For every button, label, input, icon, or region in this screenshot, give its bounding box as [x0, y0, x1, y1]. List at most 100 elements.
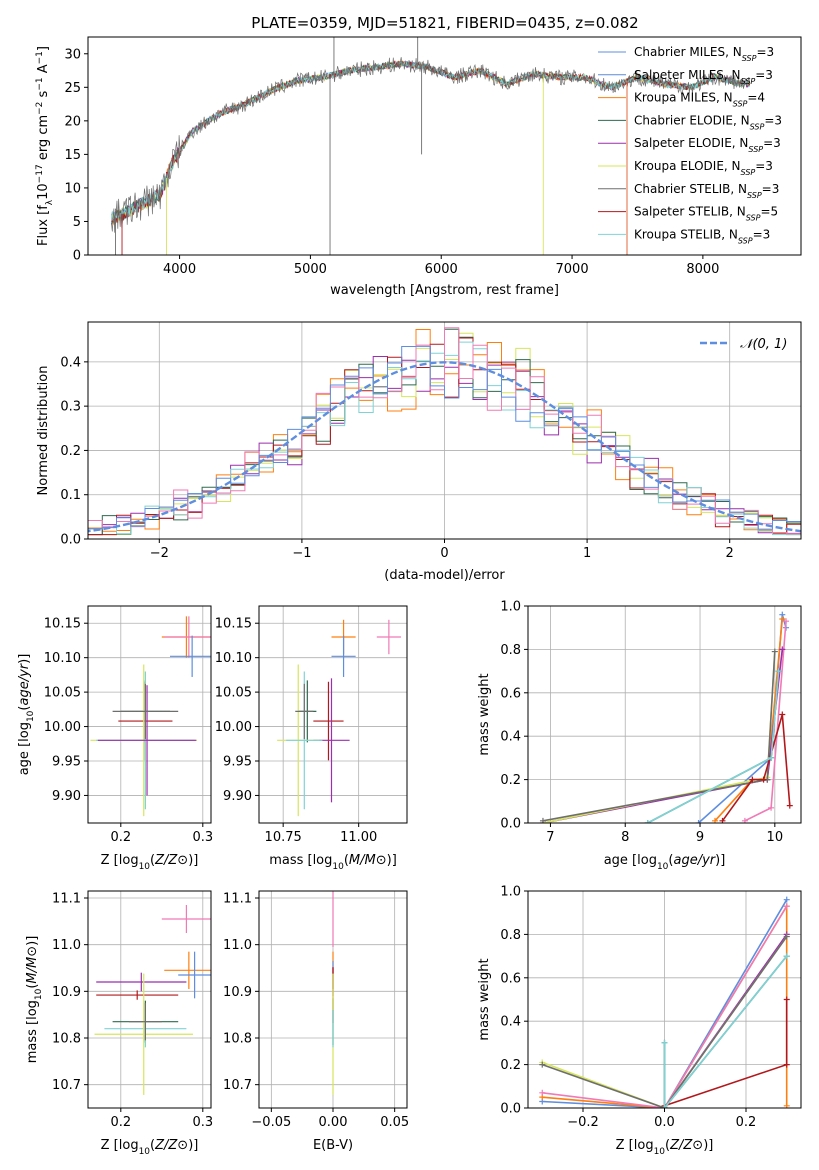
weight-marker — [775, 668, 782, 675]
weight-series — [542, 899, 788, 1108]
y-tick-label: 10.10 — [44, 651, 81, 666]
weight-marker — [749, 776, 756, 783]
y-tick-label: 9.90 — [52, 789, 81, 804]
spectrum-series-kroupa_stelib — [111, 60, 751, 221]
weight-marker — [644, 820, 651, 823]
histogram-chabrier_miles — [88, 345, 801, 536]
x-tick-label: 8 — [621, 830, 629, 845]
panel-weight_vs_age: 7 8 9 10 0.0 0.2 0.4 0.6 0.8 1.0 age [log10(age/yr… — [477, 600, 802, 872]
weight-marker — [783, 1061, 790, 1068]
plot-area-weight_vs_Z — [539, 896, 790, 1108]
error-point — [96, 990, 179, 1000]
y-tick-label: 1.0 — [500, 600, 521, 615]
error-point — [295, 683, 314, 739]
error-point — [331, 635, 356, 677]
legend-entry: Kroupa STELIB, NSSP=3 — [634, 227, 770, 245]
panel-age_vs_Z: 0.2 0.3 9.90 9.95 10.00 10.05 10.10 10.15 Z [log… — [17, 605, 213, 872]
x-tick-label: 0.3 — [192, 830, 213, 845]
y-axis-label: mass weight — [477, 958, 492, 1040]
y-axis-label: Normed distribution — [36, 366, 51, 496]
y-tick-label: 10.8 — [223, 1032, 252, 1047]
weight-marker — [661, 1105, 668, 1108]
x-tick-label: −2 — [150, 546, 169, 561]
y-tick-label: 9.95 — [52, 755, 81, 770]
y-tick-label: 10.8 — [52, 1032, 81, 1047]
weight-marker — [695, 820, 702, 823]
y-tick-label: 0.2 — [60, 444, 81, 459]
x-axis-label: mass [log10(M/M⊙)] — [269, 853, 397, 872]
x-tick-label: 6000 — [425, 262, 458, 277]
x-tick-label: 0.05 — [380, 1115, 409, 1130]
y-tick-label: 5 — [73, 215, 81, 230]
y-tick-label: 10.9 — [223, 985, 252, 1000]
y-tick-label: 0.2 — [500, 1058, 521, 1073]
x-axis-label: wavelength [Angstrom, rest frame] — [330, 283, 559, 298]
error-point — [129, 1003, 162, 1041]
panel-residuals: −2 −1 0 1 2 0.0 0.1 0.2 0.3 0.4 (data-model)/error… — [36, 321, 802, 583]
x-tick-label: 0.00 — [319, 1115, 348, 1130]
y-tick-label: 10.15 — [44, 617, 81, 632]
y-tick-label: 11.1 — [223, 892, 252, 907]
y-tick-label: 0.0 — [500, 1102, 521, 1117]
axes-frame — [527, 605, 802, 824]
error-point — [313, 681, 344, 761]
y-tick-label: 9.90 — [223, 789, 252, 804]
weight-marker — [783, 896, 790, 903]
error-point — [96, 972, 187, 992]
x-tick-label: 7 — [546, 830, 554, 845]
error-point — [94, 973, 193, 1095]
plot-area-age_vs_Z — [90, 616, 211, 817]
axes-frame — [87, 36, 802, 256]
weight-marker — [783, 903, 790, 910]
x-tick-label: 10.75 — [265, 830, 302, 845]
y-tick-label: 11.1 — [52, 892, 81, 907]
error-point — [112, 683, 179, 739]
x-axis-label: E(B-V) — [313, 1138, 353, 1153]
axes-frame — [87, 605, 212, 824]
x-tick-label: 11.00 — [340, 830, 377, 845]
y-tick-label: 10.00 — [215, 720, 252, 735]
panel-mass_vs_EBV: −0.05 0.00 0.05 10.7 10.8 10.9 11.0 11.1 E(B-V) — [223, 890, 409, 1153]
y-tick-label: 0.2 — [500, 773, 521, 788]
error-point — [164, 951, 211, 989]
legend-entry: Salpeter MILES, NSSP=3 — [634, 68, 773, 86]
x-tick-label: 4000 — [163, 262, 196, 277]
x-tick-label: 0.2 — [110, 830, 131, 845]
weight-marker — [779, 711, 786, 718]
weight-marker — [760, 776, 767, 783]
x-axis-label: age [log10(age/yr)] — [604, 853, 726, 872]
x-tick-label: −0.05 — [251, 1115, 291, 1130]
y-tick-label: 0.4 — [500, 730, 521, 745]
y-tick-label: 0.0 — [500, 817, 521, 832]
y-tick-label: 10.7 — [52, 1078, 81, 1093]
y-tick-label: 0.4 — [500, 1015, 521, 1030]
plot-area-weight_vs_age — [539, 611, 793, 823]
y-tick-label: 0.6 — [500, 971, 521, 986]
x-tick-label: 0.3 — [192, 1115, 213, 1130]
weight-marker — [768, 804, 775, 811]
y-tick-label: 30 — [64, 47, 81, 62]
x-tick-label: 2 — [726, 546, 734, 561]
y-tick-label: 20 — [64, 114, 81, 129]
y-tick-label: 10.9 — [52, 985, 81, 1000]
y-tick-label: 10.10 — [215, 651, 252, 666]
y-axis-label: Flux [fλ10−17 erg cm−2 s−1 A−1] — [35, 46, 55, 246]
weight-marker — [786, 802, 793, 809]
y-tick-label: 10 — [64, 181, 81, 196]
x-tick-label: 10 — [767, 830, 784, 845]
error-point — [178, 951, 211, 999]
y-tick-label: 10.05 — [44, 686, 81, 701]
weight-marker — [661, 1039, 668, 1046]
y-tick-label: 10.15 — [215, 617, 252, 632]
plot-layer: 4000 5000 6000 7000 8000051015202530waveleng… — [17, 36, 802, 1157]
y-tick-label: 0.8 — [500, 643, 521, 658]
legend-entry: Chabrier ELODIE, NSSP=3 — [634, 113, 782, 130]
weight-marker — [539, 1089, 546, 1096]
x-tick-label: 1 — [583, 546, 591, 561]
x-tick-label: −0.2 — [567, 1115, 599, 1130]
x-tick-label: 0 — [440, 546, 448, 561]
y-tick-label: 10.05 — [215, 686, 252, 701]
legend-entry: 𝒩(0, 1) — [740, 337, 787, 352]
y-axis-label: mass [log10(M/M⊙)] — [25, 936, 44, 1064]
x-tick-label: 0.2 — [110, 1115, 131, 1130]
